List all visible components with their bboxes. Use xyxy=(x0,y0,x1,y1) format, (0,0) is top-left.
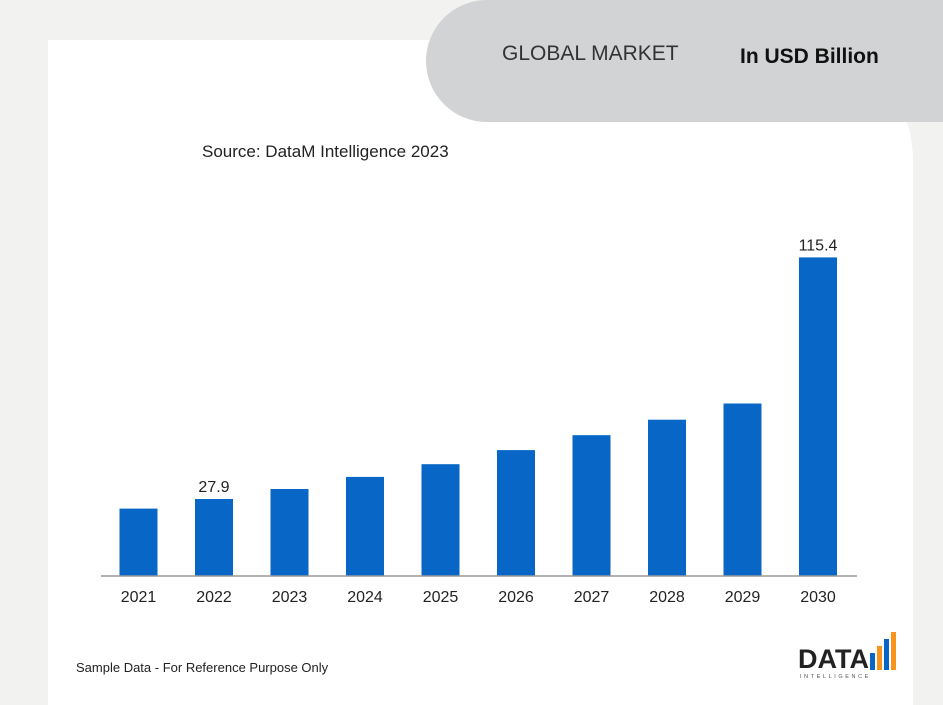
bar-2024 xyxy=(346,476,384,576)
chart-panel xyxy=(48,40,913,705)
x-tick-label-2029: 2029 xyxy=(725,589,761,606)
x-tick-label-2021: 2021 xyxy=(121,589,157,606)
logo-text: DATA xyxy=(798,644,869,674)
datam-intelligence-logo: DATA INTELLIGENCE xyxy=(798,632,896,680)
x-tick-label-2030: 2030 xyxy=(800,589,836,606)
bar-2022 xyxy=(195,499,233,576)
data-labels: 27.9 115.4 xyxy=(198,237,837,496)
x-tick-label-2023: 2023 xyxy=(272,589,308,606)
x-tick-label-2026: 2026 xyxy=(498,589,534,606)
bar-2030 xyxy=(799,257,837,576)
x-tick-label-2024: 2024 xyxy=(347,589,383,606)
bar-2028 xyxy=(648,419,686,576)
header-unit: In USD Billion xyxy=(740,45,879,68)
bar-2026 xyxy=(497,450,535,576)
bars-group xyxy=(119,257,837,576)
logo-subtext: INTELLIGENCE xyxy=(800,674,871,680)
bar-2021 xyxy=(119,508,158,576)
footnote: Sample Data - For Reference Purpose Only xyxy=(76,660,329,675)
header-pill: GLOBAL MARKET In USD Billion xyxy=(426,0,943,122)
bar-2023 xyxy=(270,489,309,576)
data-label-2022: 27.9 xyxy=(198,479,229,496)
x-tick-labels: 2021 2022 2023 2024 2025 2026 2027 2028 2029 2030 xyxy=(121,589,836,606)
chart-source: Source: DataM Intelligence 2023 xyxy=(202,142,449,161)
x-tick-label-2025: 2025 xyxy=(423,589,459,606)
data-label-2030: 115.4 xyxy=(799,237,838,254)
x-tick-label-2022: 2022 xyxy=(196,589,232,606)
bar-2029 xyxy=(723,403,762,576)
bar-2027 xyxy=(572,435,611,576)
x-tick-label-2028: 2028 xyxy=(649,589,685,606)
header-title: GLOBAL MARKET xyxy=(502,42,679,65)
x-tick-label-2027: 2027 xyxy=(574,589,610,606)
bar-2025 xyxy=(421,464,460,576)
